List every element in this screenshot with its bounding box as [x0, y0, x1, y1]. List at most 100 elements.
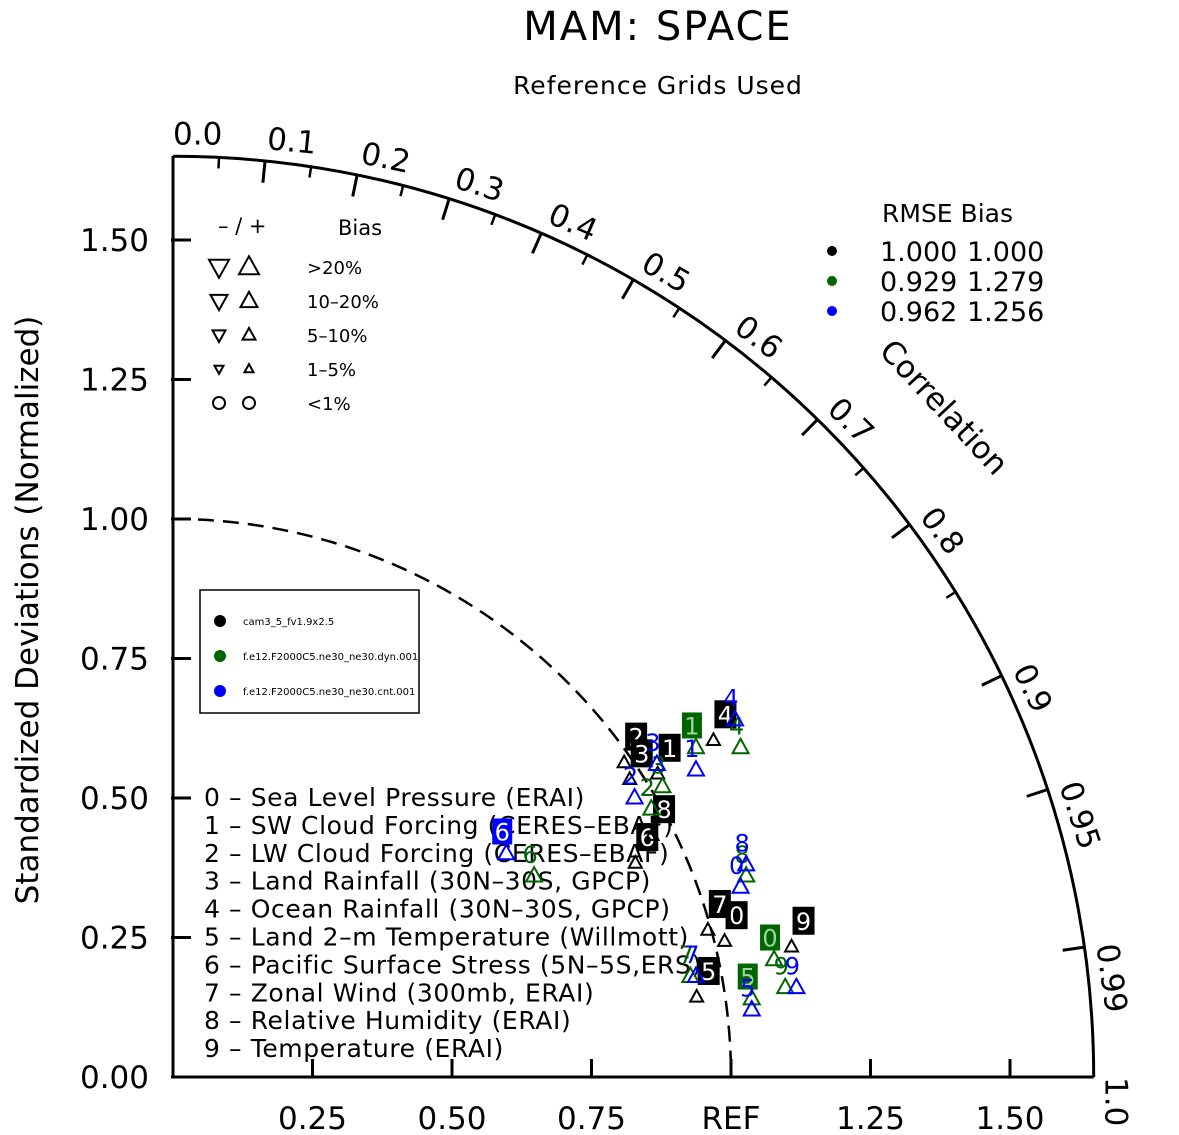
corr-minor-tick — [581, 254, 589, 266]
data-point-label: 1 — [684, 735, 699, 763]
data-point-marker — [725, 901, 748, 930]
data-point-bias-triangle — [686, 736, 706, 755]
corr-tick-label: 1.0 — [1098, 1077, 1134, 1126]
data-point-label: 5 — [740, 975, 755, 1003]
data-point-bias-triangle — [688, 987, 705, 1003]
data-point-bias-triangle — [652, 775, 673, 794]
corr-minor-tick — [945, 590, 957, 599]
bias-legend-down-triangle — [212, 364, 226, 376]
data-point-bias-triangle — [730, 876, 751, 894]
variable-list-item: 4 – Ocean Rainfall (30N–30S, GPCP) — [204, 895, 671, 924]
case-legend-box — [199, 589, 420, 714]
data-point-bias-triangle — [783, 937, 800, 953]
bias-legend-up-triangle — [237, 254, 261, 276]
bias-legend-down-triangle — [208, 293, 230, 313]
data-point-bias-triangle — [742, 987, 762, 1006]
bias-legend-down-triangle — [207, 258, 231, 280]
case-legend-dot — [214, 685, 226, 697]
corr-minor-tick — [490, 214, 497, 226]
stats-legend-dot — [827, 276, 837, 286]
bias-legend-label: 1–5% — [307, 360, 356, 381]
corr-tick-label: 0.1 — [265, 121, 318, 162]
data-point-bias-triangle — [641, 798, 661, 816]
data-point-marker — [737, 963, 758, 990]
data-point-bias-triangle — [624, 786, 645, 805]
data-point-label: 9 — [785, 952, 800, 980]
case-legend-label: f.e12.F2000C5.ne30_ne30.cnt.001 — [243, 687, 415, 698]
corr-tick — [531, 232, 543, 254]
corr-tick-label: 0.0 — [173, 116, 222, 152]
data-point-bias-triangle — [786, 976, 807, 995]
y-tick-label: 0.00 — [80, 1060, 149, 1096]
bias-sign-header: – / + — [218, 214, 267, 238]
corr-minor-tick — [308, 166, 313, 178]
y-tick-label: 1.50 — [80, 223, 149, 259]
bias-legend-label: <1% — [307, 394, 351, 415]
stats-header: RMSE Bias — [882, 199, 1013, 228]
data-point-marker — [760, 924, 781, 951]
chart-title: MAM: SPACE — [523, 4, 792, 50]
data-point-label: 7 — [712, 891, 727, 919]
stats-rmse: 0.929 — [880, 267, 957, 298]
data-point-bias-triangle — [736, 853, 756, 872]
x-tick-label: REF — [702, 1101, 761, 1135]
data-point-label: 1 — [662, 735, 677, 763]
data-point-bias-triangle — [686, 965, 706, 983]
corr-tick-label: 0.9 — [1005, 658, 1059, 718]
corr-tick — [261, 160, 267, 183]
corr-tick — [441, 198, 451, 221]
legends-layer: – / + Bias >20% 10–20% 5–10% 1–5% <1% RMSE Bias… — [199, 199, 1044, 1063]
data-point-label: 3 — [645, 729, 660, 757]
data-point-bias-triangle — [649, 764, 666, 780]
y-tick-label: 1.00 — [80, 502, 149, 538]
data-point-label: 9 — [796, 908, 811, 936]
case-legend-label: cam3_5_fv1.9x2.5 — [243, 617, 334, 628]
x-tick-label: 0.50 — [417, 1101, 486, 1135]
variable-list-item: 1 – SW Cloud Forcing (CERES–EBAF) — [204, 811, 674, 840]
stats-legend-dot — [827, 306, 837, 316]
data-point-bias-triangle — [705, 731, 722, 746]
corr-tick-label: 0.7 — [820, 391, 880, 451]
data-point-marker — [658, 733, 681, 762]
bias-legend-up-triangle — [242, 362, 256, 374]
data-point-label: 5 — [701, 958, 716, 986]
data-point-marker — [792, 906, 815, 935]
data-point-bias-triangle — [716, 932, 733, 947]
x-tick-label: 0.25 — [278, 1101, 347, 1135]
y-axis-label: Standardized Deviations (Normalized) — [10, 316, 46, 905]
chart-subtitle: Reference Grids Used — [513, 71, 803, 100]
data-point-marker — [714, 700, 737, 729]
stats-bias: 1.000 — [967, 237, 1044, 268]
data-point-bias-triangle — [730, 736, 751, 755]
y-tick-label: 0.25 — [80, 921, 149, 957]
y-tick-label: 1.25 — [80, 363, 149, 399]
variable-list-item: 3 – Land Rainfall (30N–30S, GPCP) — [204, 867, 651, 896]
data-point-label: 9 — [774, 952, 789, 980]
data-point-bias-triangle — [647, 753, 667, 771]
x-tick-label: 1.25 — [836, 1101, 905, 1135]
corr-tick-label: 0.6 — [728, 308, 789, 366]
data-point-label: 2 — [640, 774, 655, 802]
variable-list-item: 5 – Land 2–m Temperature (Willmott) — [204, 923, 689, 952]
bias-header: Bias — [338, 216, 382, 240]
data-point-bias-triangle — [615, 753, 633, 769]
corr-minor-tick — [763, 376, 773, 387]
y-tick-label: 0.50 — [80, 781, 149, 817]
data-point-label: 0 — [729, 902, 744, 930]
x-tick-label: 1.50 — [975, 1101, 1044, 1135]
data-point-label: 2 — [623, 763, 638, 791]
data-point-label: 8 — [735, 830, 750, 858]
corr-tick — [801, 418, 819, 437]
data-point-label: 3 — [634, 740, 649, 768]
variable-list-item: 9 – Temperature (ERAI) — [204, 1034, 504, 1063]
corr-tick — [711, 339, 727, 359]
bias-legend-label: 5–10% — [307, 326, 367, 347]
data-point-bias-triangle — [496, 842, 516, 861]
data-point-marker — [708, 890, 731, 919]
data-point-bias-triangle — [742, 999, 762, 1017]
corr-tick-label: 0.95 — [1051, 777, 1107, 854]
reference-arc — [172, 517, 733, 1078]
case-legend-dot — [214, 615, 226, 627]
bias-legend-up-triangle — [238, 289, 260, 309]
